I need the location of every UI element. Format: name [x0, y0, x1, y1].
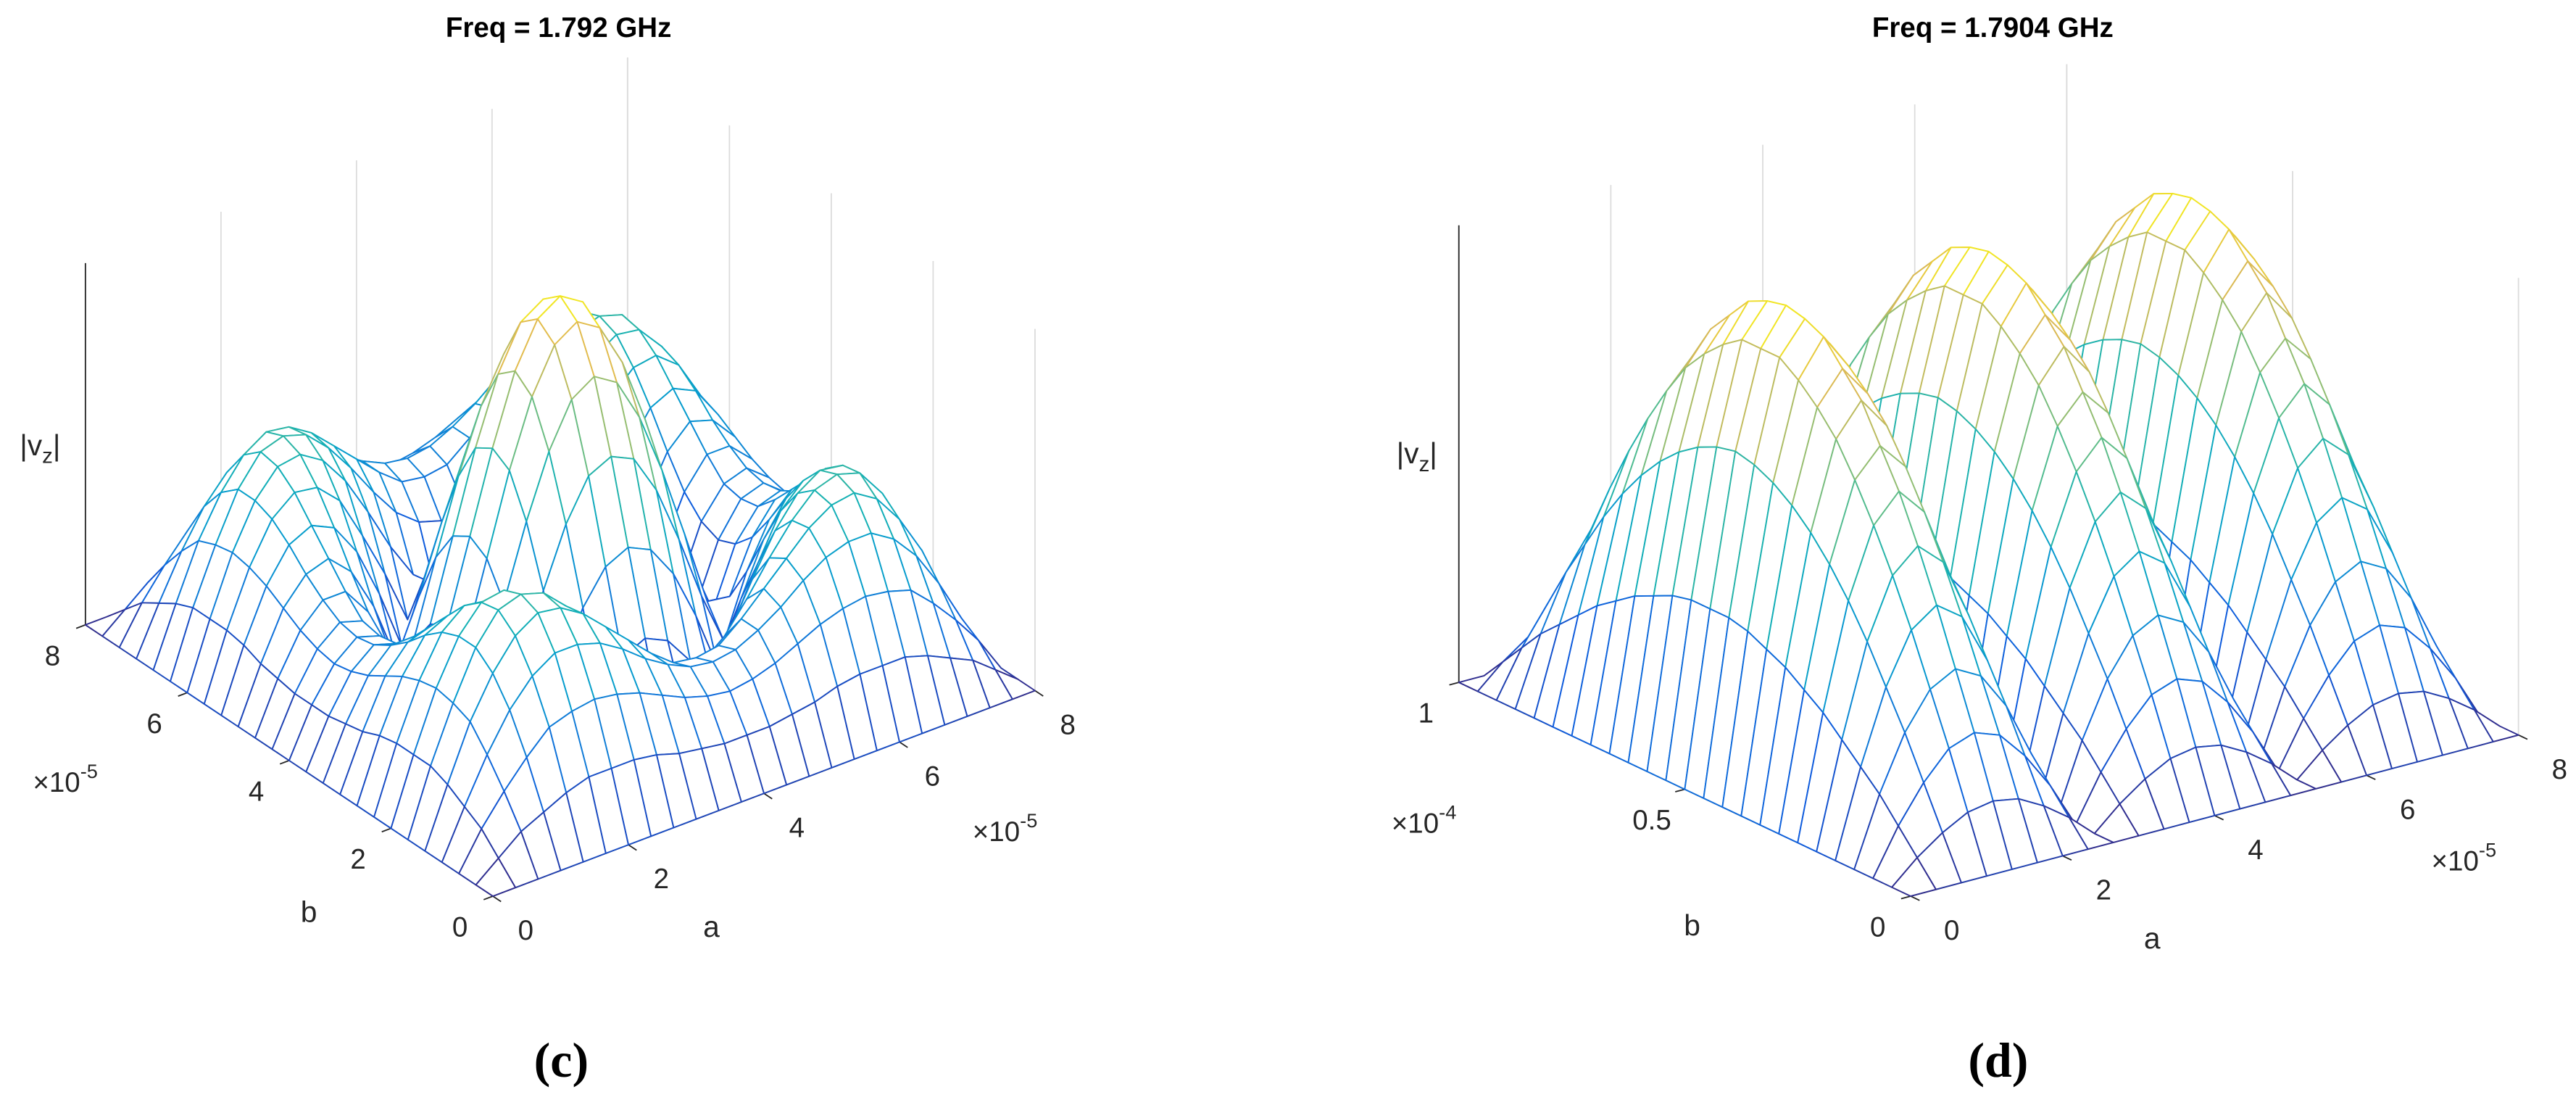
- z-axis-label: |vz|: [20, 429, 60, 468]
- y-tick: [1675, 788, 1685, 792]
- y-tick-label: 1: [1418, 698, 1434, 729]
- y-exponent: ×10-5: [33, 760, 98, 798]
- mesh: [84, 295, 1036, 897]
- z-axis-label-part: |v: [20, 429, 43, 462]
- y-tick: [381, 827, 391, 833]
- x-tick-label: 8: [1060, 710, 1076, 741]
- x-tick-label: 6: [925, 761, 940, 792]
- x-tick: [628, 844, 637, 851]
- y-exponent-part: ×10: [1392, 808, 1439, 840]
- x-exponent: ×10-5: [2432, 839, 2497, 877]
- x-exponent-part: ×10: [2432, 846, 2479, 877]
- x-exponent-part: -5: [1020, 809, 1037, 832]
- x-exponent-part: -5: [2479, 839, 2496, 861]
- z-axis-label-part: z: [42, 444, 53, 468]
- x-tick: [2366, 774, 2376, 780]
- z-axis-label-part: |v: [1397, 436, 1420, 470]
- y-tick: [1449, 682, 1459, 686]
- z-axis-label-part: |: [53, 429, 61, 462]
- y-tick: [483, 895, 494, 901]
- x-axis-label: a: [2144, 922, 2161, 955]
- caption: (d): [1968, 1032, 2028, 1088]
- y-tick: [178, 692, 188, 698]
- x-tick-label: 0: [518, 915, 533, 946]
- y-exponent-part: -5: [80, 760, 98, 782]
- y-exponent: ×10-4: [1392, 801, 1457, 840]
- x-tick: [2214, 815, 2224, 821]
- x-tick-label: 0: [1944, 915, 1959, 946]
- chart-title: Freq = 1.7904 GHz: [1872, 12, 2114, 44]
- y-tick: [279, 760, 290, 765]
- x-exponent: ×10-5: [973, 809, 1038, 848]
- x-axis-label: a: [703, 910, 720, 943]
- y-axis-label: b: [1684, 909, 1700, 942]
- z-axis-label: |vz|: [1397, 436, 1437, 476]
- y-tick-label: 8: [45, 640, 60, 671]
- mesh-cell: [475, 857, 517, 897]
- y-tick-label: 2: [350, 844, 365, 875]
- y-tick-label: 0.5: [1632, 805, 1671, 836]
- x-tick-label: 8: [2552, 754, 2567, 785]
- y-exponent-part: ×10: [33, 767, 80, 798]
- mesh-cell: [1891, 856, 1937, 897]
- y-tick-label: 6: [146, 708, 162, 740]
- x-tick: [2062, 855, 2072, 861]
- y-tick-label: 0: [452, 912, 468, 943]
- z-axis-label-part: z: [1419, 452, 1430, 476]
- y-exponent-part: -4: [1439, 801, 1456, 824]
- chart-title: Freq = 1.792 GHz: [446, 12, 672, 44]
- y-tick: [75, 624, 86, 629]
- x-tick-label: 2: [654, 864, 669, 895]
- surface-plot: [1449, 64, 2528, 901]
- x-tick: [1034, 690, 1044, 697]
- surface-plot: [75, 57, 1044, 903]
- x-tick-label: 2: [2096, 874, 2111, 906]
- x-tick: [492, 895, 502, 903]
- y-tick-label: 0: [1870, 912, 1885, 943]
- x-tick: [1910, 895, 1920, 901]
- x-tick-label: 4: [789, 812, 805, 843]
- y-tick: [1900, 895, 1911, 900]
- y-tick-label: 4: [249, 776, 264, 807]
- x-tick: [899, 741, 908, 748]
- x-tick: [763, 792, 773, 800]
- y-axis-label: b: [301, 895, 317, 929]
- mesh: [1458, 192, 2519, 897]
- x-tick: [2518, 734, 2528, 740]
- z-axis-label-part: |: [1429, 436, 1437, 470]
- x-tick-label: 6: [2400, 794, 2415, 825]
- caption: (c): [534, 1032, 589, 1088]
- x-tick-label: 4: [2248, 835, 2263, 866]
- x-exponent-part: ×10: [973, 816, 1020, 848]
